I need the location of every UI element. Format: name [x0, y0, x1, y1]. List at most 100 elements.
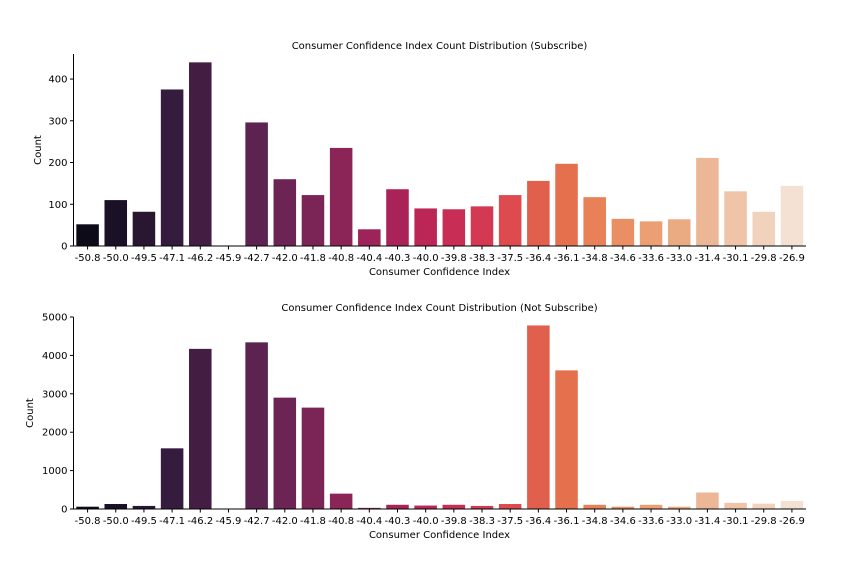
x-tick-label: -33.0 — [666, 516, 692, 527]
bar — [555, 163, 578, 246]
y-tick-label: 1000 — [42, 466, 67, 477]
x-tick-label: -31.4 — [694, 516, 720, 527]
y-tick-label: 200 — [48, 158, 67, 169]
y-tick-label: 2000 — [42, 428, 67, 439]
x-tick-label: -41.8 — [300, 516, 326, 527]
x-tick-label: -49.5 — [131, 516, 157, 527]
bar — [160, 89, 184, 246]
bar — [780, 500, 804, 509]
x-tick-label: -42.7 — [244, 253, 270, 264]
x-tick-label: -33.6 — [638, 516, 664, 527]
x-tick-label: -45.9 — [216, 253, 242, 264]
y-axis-label: Count — [33, 135, 44, 165]
subscribe-chart: Consumer Confidence Index Count Distribu… — [33, 41, 806, 278]
x-tick-label: -47.1 — [159, 516, 185, 527]
x-tick-label: -36.4 — [525, 253, 551, 264]
bar — [667, 506, 691, 509]
bar — [132, 211, 156, 246]
bar — [470, 206, 494, 246]
bar — [583, 504, 606, 509]
bar — [104, 504, 128, 509]
x-tick-label: -38.3 — [469, 253, 495, 264]
x-tick-label: -36.1 — [554, 516, 580, 527]
x-tick-label: -50.8 — [75, 516, 101, 527]
bar — [639, 221, 663, 246]
bar — [358, 229, 381, 246]
bar — [301, 195, 325, 246]
x-tick-label: -37.5 — [497, 516, 523, 527]
y-tick-label: 0 — [61, 505, 67, 516]
x-tick-label: -50.0 — [103, 253, 129, 264]
bar — [132, 505, 156, 509]
x-tick-label: -40.4 — [356, 253, 382, 264]
x-tick-label: -37.5 — [497, 253, 523, 264]
bar — [301, 407, 325, 509]
bar — [386, 189, 409, 246]
x-tick-label: -26.9 — [779, 516, 805, 527]
x-tick-label: -30.1 — [723, 253, 749, 264]
x-tick-label: -36.4 — [525, 516, 551, 527]
bar — [470, 505, 494, 509]
bar — [611, 218, 635, 246]
x-tick-label: -47.1 — [159, 253, 185, 264]
y-tick-label: 400 — [48, 75, 67, 86]
x-tick-label: -50.0 — [103, 516, 129, 527]
y-axis-label: Count — [25, 398, 36, 428]
bar — [498, 504, 522, 509]
x-tick-label: -42.0 — [272, 253, 298, 264]
y-ticks: 0 100 200 300 400 — [48, 75, 74, 253]
bar — [189, 348, 212, 509]
x-tick-label: -34.8 — [582, 253, 608, 264]
x-tick-label: -29.8 — [751, 516, 777, 527]
y-tick-label: 100 — [48, 200, 67, 211]
bar — [583, 197, 606, 246]
bar — [329, 493, 353, 509]
bar — [667, 219, 691, 246]
bar-group — [76, 325, 804, 509]
bar — [498, 195, 522, 246]
bar — [527, 325, 550, 509]
bar — [780, 185, 804, 246]
bar — [386, 504, 409, 509]
bar — [442, 504, 466, 509]
x-tick-label: -46.2 — [187, 516, 213, 527]
bar — [752, 503, 776, 509]
y-tick-label: 0 — [61, 242, 67, 253]
x-tick-label: -31.4 — [694, 253, 720, 264]
bar — [245, 122, 268, 246]
x-tick-label: -26.9 — [779, 253, 805, 264]
bar — [329, 147, 353, 246]
x-tick-label: -45.9 — [216, 516, 242, 527]
bar — [696, 157, 719, 246]
bar — [104, 200, 128, 246]
bar — [611, 506, 635, 509]
x-tick-label: -34.6 — [610, 253, 636, 264]
x-axis-label: Consumer Confidence Index — [369, 267, 510, 278]
x-tick-label: -40.0 — [413, 253, 439, 264]
chart-title: Consumer Confidence Index Count Distribu… — [281, 303, 597, 314]
bar — [696, 492, 719, 509]
bar — [189, 62, 212, 246]
bar-group — [76, 62, 804, 246]
y-tick-label: 3000 — [42, 389, 67, 400]
y-tick-label: 300 — [48, 116, 67, 127]
bar — [724, 502, 747, 509]
not-subscribe-chart: Consumer Confidence Index Count Distribu… — [25, 303, 806, 541]
x-ticks: -50.8 -50.0 -49.5 -47.1 -46.2 -45.9 -42.7 -42.0… — [75, 509, 805, 527]
bar — [724, 191, 747, 246]
bar — [527, 180, 550, 246]
bar — [76, 506, 99, 509]
y-ticks: 0 1000 2000 3000 4000 5000 — [42, 313, 74, 516]
x-tick-label: -49.5 — [131, 253, 157, 264]
x-tick-label: -50.8 — [75, 253, 101, 264]
x-axis-label: Consumer Confidence Index — [369, 530, 510, 541]
x-tick-label: -40.0 — [413, 516, 439, 527]
x-tick-label: -34.6 — [610, 516, 636, 527]
y-tick-label: 4000 — [42, 351, 67, 362]
x-tick-label: -40.3 — [385, 516, 411, 527]
chart-title: Consumer Confidence Index Count Distribu… — [292, 41, 588, 52]
bar — [414, 208, 437, 246]
x-tick-label: -42.0 — [272, 516, 298, 527]
bar — [273, 179, 297, 246]
